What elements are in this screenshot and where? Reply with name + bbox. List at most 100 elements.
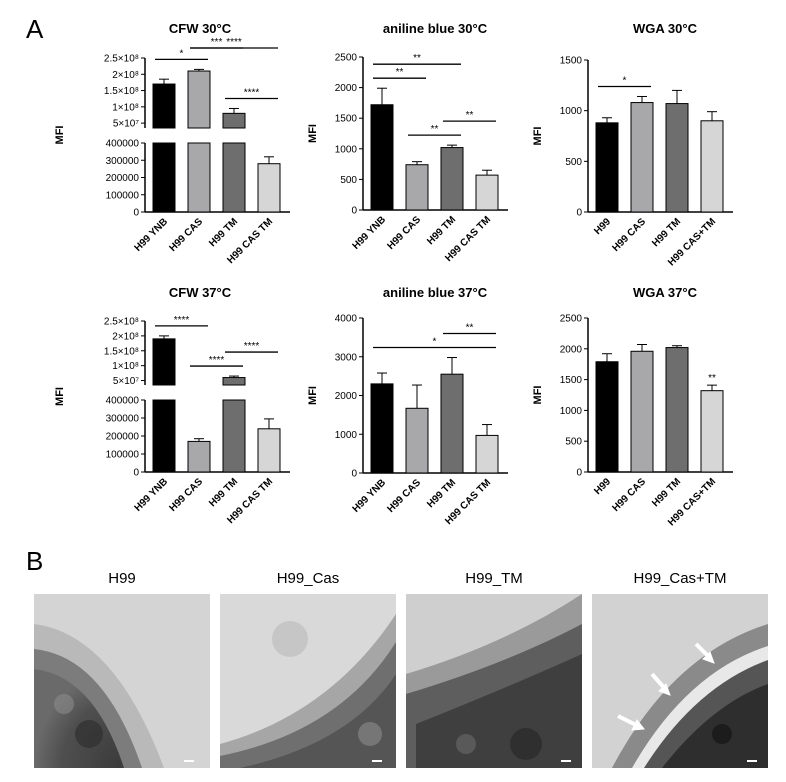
y-tick-label: 0 xyxy=(576,468,582,479)
chart-title: CFW 37°C xyxy=(169,285,232,300)
x-tick-label: H99 YNB xyxy=(351,477,389,515)
bar xyxy=(700,120,724,213)
em-label-h99-tm: H99_TM xyxy=(465,570,523,587)
bar xyxy=(370,383,394,474)
y-tick-label: 2.5×10⁸ xyxy=(104,54,139,65)
bar xyxy=(187,440,211,473)
axis-break-gap xyxy=(152,129,176,142)
y-tick-label: 2×10⁸ xyxy=(112,331,139,342)
significance-label: ** xyxy=(466,323,474,334)
y-tick-label: 3000 xyxy=(335,352,358,363)
y-tick-label: 2500 xyxy=(335,53,358,64)
x-tick-label: H99 CAS xyxy=(167,216,205,254)
y-tick-label: 400000 xyxy=(106,139,140,150)
em-label-h99: H99 xyxy=(108,570,136,587)
y-axis-label: MFI xyxy=(532,127,544,146)
arrow-icon xyxy=(617,642,715,731)
bar xyxy=(440,373,464,474)
y-tick-label: 0 xyxy=(351,469,357,480)
em-image-h99-cas-tm xyxy=(592,594,768,768)
y-tick-label: 1000 xyxy=(335,144,358,155)
em-image-h99 xyxy=(34,594,210,768)
bar xyxy=(630,102,654,213)
x-tick-label: H99 TM xyxy=(425,214,458,247)
bar xyxy=(665,347,689,473)
y-tick-label: 0 xyxy=(351,206,357,217)
significance-label: ** xyxy=(708,373,716,384)
y-axis-label: MFI xyxy=(54,387,66,406)
bar xyxy=(152,338,176,386)
y-tick-label: 1500 xyxy=(335,114,358,125)
chart-4: CFW 37°C MFI 0 100000 200000 300000 400000 5×10… xyxy=(54,285,290,526)
bar-lower xyxy=(222,399,246,473)
y-tick-label: 500 xyxy=(340,175,357,186)
significance-label: **** xyxy=(209,355,225,366)
y-tick-label: 500 xyxy=(565,437,582,448)
bar xyxy=(222,112,246,129)
bar xyxy=(665,103,689,213)
x-tick-label: H99 TM xyxy=(425,477,458,510)
x-tick-label: H99 CAS xyxy=(610,476,648,514)
bar xyxy=(440,147,464,211)
y-tick-label: 0 xyxy=(576,208,582,219)
panel-a-label: A xyxy=(26,14,44,44)
y-axis-label: MFI xyxy=(54,126,66,145)
y-tick-label: 400000 xyxy=(106,396,140,407)
y-tick-label: 2500 xyxy=(560,314,583,325)
bar-lower xyxy=(187,142,211,213)
y-tick-label: 100000 xyxy=(106,190,140,201)
chart-title: WGA 37°C xyxy=(633,285,698,300)
y-tick-label: 1×10⁸ xyxy=(112,102,139,113)
bar xyxy=(595,122,619,213)
y-tick-label: 2000 xyxy=(335,83,358,94)
significance-label: **** xyxy=(244,341,260,352)
x-tick-label: H99 YNB xyxy=(351,214,389,252)
y-tick-label: 1500 xyxy=(560,375,583,386)
em-image-h99-cas xyxy=(220,594,396,768)
x-tick-label: H99 YNB xyxy=(133,476,171,514)
chart-2: aniline blue 30°C MFI 0 500 1000 1500 2000 2500… xyxy=(307,21,508,264)
significance-label: **** xyxy=(244,87,260,98)
y-tick-label: 2000 xyxy=(560,344,583,355)
y-tick-label: 5×10⁷ xyxy=(113,376,140,387)
y-tick-label: 200000 xyxy=(106,173,140,184)
x-tick-label: H99 TM xyxy=(650,216,683,249)
bar xyxy=(257,428,281,473)
y-tick-label: 500 xyxy=(565,157,582,168)
chart-title: aniline blue 37°C xyxy=(383,285,488,300)
y-axis-label: MFI xyxy=(307,124,319,143)
x-tick-label: H99 xyxy=(592,476,613,497)
bar xyxy=(187,70,211,129)
y-tick-label: 1.5×10⁸ xyxy=(104,346,139,357)
bar-lower xyxy=(222,142,246,213)
em-label-h99-cas-tm: H99_Cas+TM xyxy=(633,570,727,587)
y-tick-label: 0 xyxy=(133,208,139,219)
y-tick-label: 100000 xyxy=(106,450,140,461)
y-tick-label: 5×10⁷ xyxy=(113,119,140,130)
bar xyxy=(405,164,429,211)
chart-1: CFW 30°C MFI 0 100000 200000 300000 400000 5×10… xyxy=(54,21,290,266)
significance-label: * xyxy=(180,48,184,59)
significance-label: ** xyxy=(413,53,421,64)
significance-label: **** xyxy=(174,315,190,326)
y-tick-label: 2.5×10⁸ xyxy=(104,317,139,328)
bar xyxy=(475,174,499,211)
y-tick-label: 1×10⁸ xyxy=(112,361,139,372)
y-tick-label: 1500 xyxy=(560,56,583,67)
bar xyxy=(405,407,429,474)
significance-label: * xyxy=(433,337,437,348)
y-tick-label: 1000 xyxy=(560,106,583,117)
significance-label: ** xyxy=(396,67,404,78)
x-tick-label: H99 TM xyxy=(650,476,683,509)
y-axis-label: MFI xyxy=(307,386,319,405)
x-tick-label: H99 TM xyxy=(207,476,240,509)
bar xyxy=(222,377,246,386)
significance-label: ** xyxy=(431,124,439,135)
axis-break-gap xyxy=(152,386,176,399)
y-tick-label: 300000 xyxy=(106,156,140,167)
x-tick-label: H99 CAS xyxy=(167,476,205,514)
axis-break-gap xyxy=(222,129,246,142)
y-tick-label: 1.5×10⁸ xyxy=(104,86,139,97)
y-tick-label: 200000 xyxy=(106,432,140,443)
